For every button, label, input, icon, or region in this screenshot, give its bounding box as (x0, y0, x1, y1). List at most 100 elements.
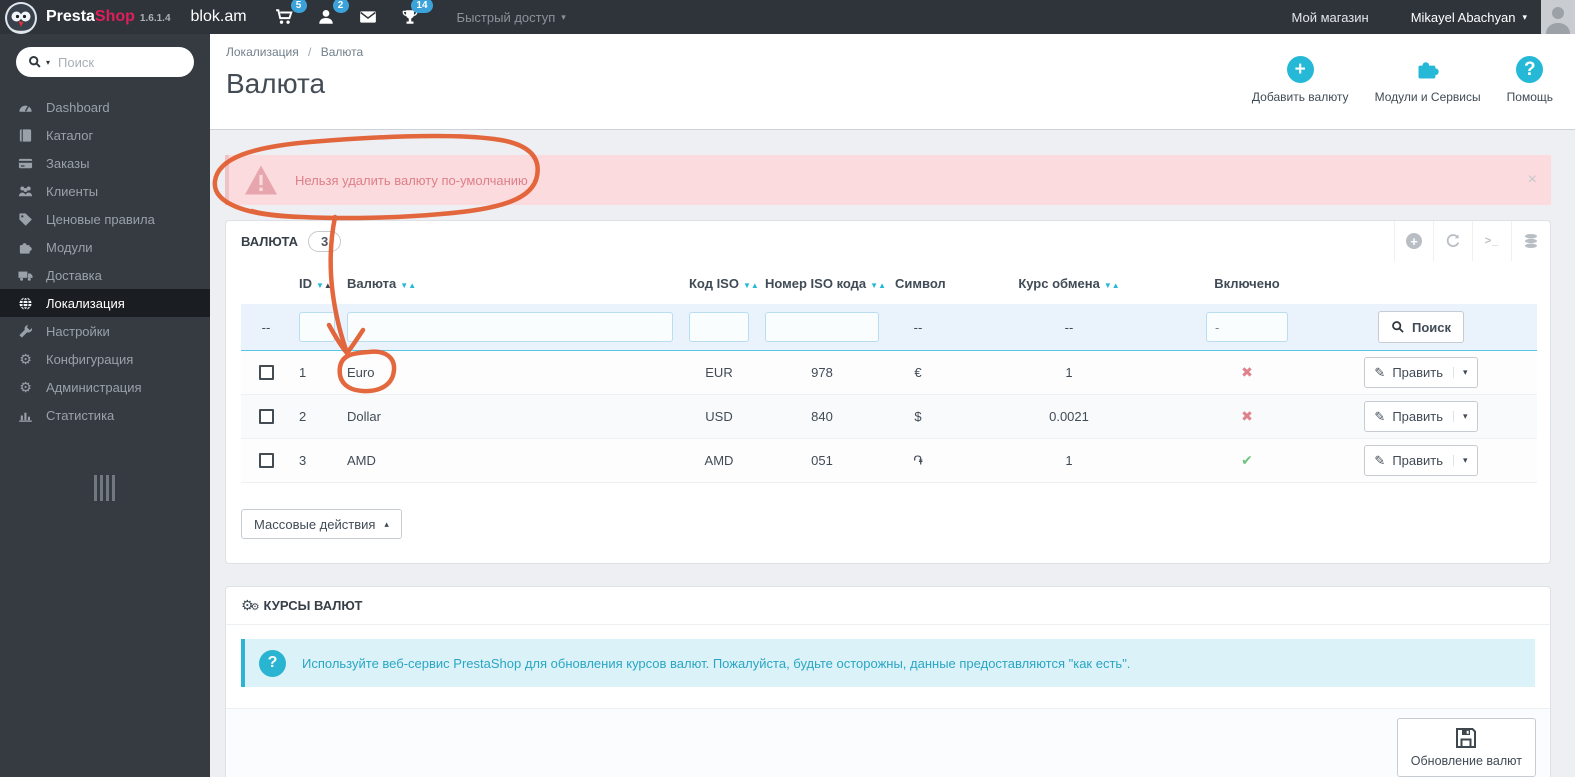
book-icon (17, 127, 34, 143)
cogs-icon: ⚙⚙ (241, 597, 260, 613)
sort-control[interactable]: ▼▲ (870, 276, 886, 291)
trophy-icon[interactable]: 14 (401, 0, 433, 27)
help-button[interactable]: ? Помощь (1507, 56, 1553, 104)
edit-button[interactable]: ✎ Править ▾ (1364, 357, 1478, 388)
my-shop-link[interactable]: Мой магазин (1291, 9, 1369, 25)
sort-desc-icon: ▼ (870, 281, 879, 290)
sidebar-item-customers[interactable]: Клиенты (0, 177, 210, 205)
search-button[interactable]: Поиск (1377, 311, 1464, 343)
content: Нельзя удалить валюту по-умолчанию × ВАЛ… (210, 130, 1575, 777)
bulk-actions-button[interactable]: Массовые действия ▴ (241, 509, 402, 539)
row-checkbox[interactable] (258, 365, 274, 380)
sidebar-item-administration[interactable]: ⚙ Администрация (0, 373, 210, 401)
question-icon: ? (259, 649, 286, 677)
sidebar-item-advanced-parameters[interactable]: ⚙ Конфигурация (0, 345, 210, 373)
quick-access-label: Быстрый доступ (456, 9, 556, 25)
enabled-icon[interactable]: ✔ (1241, 452, 1253, 468)
sidebar-item-preferences[interactable]: Настройки (0, 317, 210, 345)
alert-text: Нельзя удалить валюту по-умолчанию (295, 172, 528, 188)
chevron-down-icon: ▾ (561, 11, 566, 22)
sort-control[interactable]: ▼▲ (1104, 276, 1120, 291)
caret-down-icon[interactable]: ▾ (1453, 367, 1468, 378)
messages-icon[interactable] (359, 7, 383, 27)
sidebar-item-stats[interactable]: Статистика (0, 401, 210, 429)
table-header-row: ID ▼▲ Валюта ▼▲ Код ISO ▼▲ Номер ISO кода ▼▲… (241, 261, 1537, 304)
sidebar-collapse-grip[interactable] (94, 475, 116, 501)
filter-name-input[interactable] (347, 312, 673, 342)
main: Локализация / Валюта Валюта + Добавить в… (210, 34, 1575, 777)
update-currencies-button[interactable]: Обновление валют (1396, 718, 1536, 777)
terminal-icon[interactable]: >_ (1472, 221, 1511, 261)
sidebar-item-price-rules[interactable]: Ценовые правила (0, 205, 210, 233)
search-icon (29, 56, 41, 68)
cart-icon[interactable]: 5 (275, 0, 307, 27)
caret-down-icon[interactable]: ▾ (1453, 455, 1468, 466)
avatar[interactable] (1541, 0, 1575, 34)
chevron-down-icon[interactable]: ▾ (46, 57, 51, 67)
disabled-icon[interactable]: ✖ (1241, 408, 1253, 424)
col-iso-num: Номер ISO кода (765, 276, 867, 291)
breadcrumb-currency[interactable]: Валюта (320, 45, 364, 59)
store-name-link[interactable]: blok.am (190, 8, 247, 25)
sort-asc-icon: ▲ (878, 281, 886, 290)
quick-access-dropdown[interactable]: Быстрый доступ ▾ (457, 10, 566, 25)
filter-iso-num-input[interactable] (765, 312, 879, 342)
trophy-badge: 14 (411, 0, 433, 13)
col-id: ID (299, 276, 312, 291)
pencil-icon: ✎ (1374, 408, 1386, 424)
sidebar-item-catalog[interactable]: Каталог (0, 121, 210, 149)
currency-panel-header: ВАЛЮТА 3 + >_ (226, 221, 1550, 261)
sidebar-item-shipping[interactable]: Доставка (0, 261, 210, 289)
sidebar-item-orders[interactable]: Заказы (0, 149, 210, 177)
credit-card-icon (17, 155, 34, 171)
user-menu[interactable]: Mikayel Abachyan ▾ (1411, 10, 1527, 25)
filter-iso-input[interactable] (689, 312, 749, 342)
row-checkbox[interactable] (258, 409, 274, 424)
edit-button[interactable]: ✎ Править ▾ (1364, 445, 1478, 476)
col-name: Валюта (347, 276, 397, 291)
refresh-icon[interactable] (1433, 221, 1472, 261)
table-row[interactable]: 1 Euro EUR 978 € 1 ✖ ✎ Править ▾ (241, 350, 1537, 395)
sort-desc-icon: ▼ (742, 281, 751, 290)
database-icon[interactable] (1511, 221, 1550, 261)
filter-row: -- -- -- - Поиск (241, 304, 1537, 351)
table-row[interactable]: 2 Dollar USD 840 $ 0.0021 ✖ ✎ Править ▾ (241, 394, 1537, 439)
sidebar-item-dashboard[interactable]: Dashboard (0, 93, 210, 121)
sort-control[interactable]: ▼▲ (743, 276, 759, 291)
puzzle-icon (1418, 62, 1439, 79)
brand[interactable]: Presta Shop 1.6.1.4 (46, 8, 171, 26)
search-input[interactable] (58, 54, 182, 70)
add-icon[interactable]: + (1394, 221, 1433, 261)
edit-button[interactable]: ✎ Править ▾ (1364, 401, 1478, 432)
globe-icon (17, 295, 34, 311)
alert-danger: Нельзя удалить валюту по-умолчанию × (225, 155, 1551, 205)
caret-down-icon[interactable]: ▾ (1453, 411, 1468, 422)
filter-enabled-select[interactable]: - (1206, 312, 1288, 342)
brand-presta: Presta (46, 8, 95, 25)
wrench-icon (17, 323, 34, 339)
disabled-icon[interactable]: ✖ (1241, 364, 1253, 380)
prestashop-logo[interactable] (3, 0, 39, 36)
brand-shop: Shop (94, 8, 135, 25)
sort-control[interactable]: ▼▲ (400, 276, 416, 291)
modules-services-button[interactable]: Модули и Сервисы (1375, 56, 1481, 104)
sort-desc-icon: ▼ (1103, 281, 1112, 290)
sidebar-search[interactable]: ▾ (16, 47, 194, 77)
col-enabled: Включено (1214, 276, 1280, 291)
add-currency-button[interactable]: + Добавить валюту (1252, 56, 1349, 104)
topbar-icons: 5 2 14 (275, 0, 443, 27)
close-icon[interactable]: × (1527, 171, 1537, 188)
cart-badge: 5 (290, 0, 307, 13)
sort-control[interactable]: ▼▲ (316, 276, 332, 291)
currency-panel-title: ВАЛЮТА (241, 233, 299, 249)
sidebar-item-modules[interactable]: Модули (0, 233, 210, 261)
row-checkbox[interactable] (258, 453, 274, 468)
topbar-right: Мой магазин Mikayel Abachyan ▾ (1292, 0, 1575, 34)
breadcrumb: Локализация / Валюта (226, 45, 364, 59)
customers-icon[interactable]: 2 (317, 0, 349, 27)
breadcrumb-localization[interactable]: Локализация (226, 45, 299, 59)
table-row[interactable]: 3 AMD AMD 051 ֏ 1 ✔ ✎ Править ▾ (241, 438, 1537, 483)
sidebar-item-localization[interactable]: Локализация (0, 289, 210, 317)
col-rate: Курс обмена (1018, 276, 1100, 291)
filter-id-input[interactable] (299, 312, 335, 342)
